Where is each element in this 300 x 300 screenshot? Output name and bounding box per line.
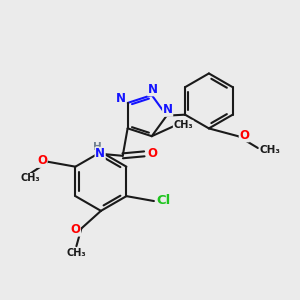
Text: N: N	[95, 147, 105, 161]
Text: CH₃: CH₃	[259, 145, 280, 155]
Text: O: O	[239, 129, 249, 142]
Text: Cl: Cl	[157, 194, 171, 207]
Text: O: O	[37, 154, 47, 167]
Text: N: N	[163, 103, 173, 116]
Text: CH₃: CH₃	[67, 248, 86, 258]
Text: CH₃: CH₃	[173, 120, 193, 130]
Text: N: N	[148, 83, 158, 96]
Text: N: N	[116, 92, 126, 104]
Text: O: O	[147, 147, 157, 161]
Text: H: H	[93, 142, 102, 152]
Text: O: O	[70, 223, 80, 236]
Text: CH₃: CH₃	[20, 173, 40, 184]
